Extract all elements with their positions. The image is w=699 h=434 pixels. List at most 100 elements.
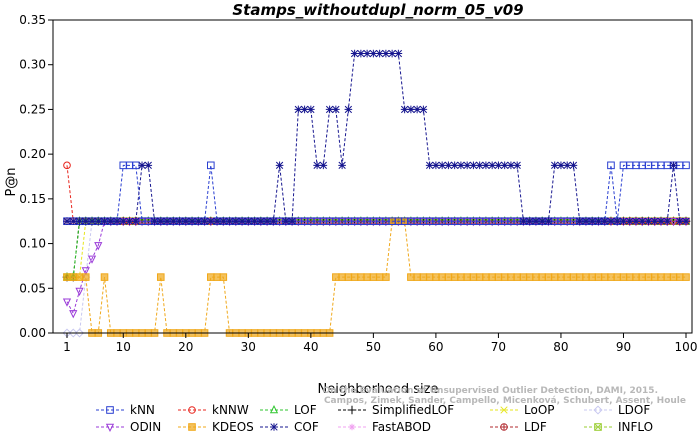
data-point-cof	[657, 217, 665, 226]
data-point-lof	[325, 216, 334, 225]
data-point-kdeos	[550, 273, 559, 281]
data-point-kdeos	[438, 273, 446, 281]
data-point-odin	[450, 218, 459, 227]
data-point-cof	[163, 217, 171, 226]
plot-frame	[52, 19, 693, 334]
legend-label: LDOF	[618, 403, 650, 417]
data-point-odin	[513, 218, 522, 227]
data-point-cof	[619, 217, 628, 226]
data-point-kdeos	[350, 273, 359, 281]
data-point-cof	[450, 161, 459, 170]
legend-marker	[348, 423, 356, 431]
data-point-odin	[331, 218, 340, 227]
data-point-kdeos	[357, 273, 365, 281]
data-point-lof	[419, 216, 428, 225]
data-point-odin	[475, 218, 484, 227]
data-point-cof	[432, 161, 440, 170]
data-point-kdeos	[588, 273, 597, 281]
data-point-cof	[650, 217, 659, 226]
data-point-cof	[363, 49, 371, 58]
data-point-cof	[563, 161, 572, 170]
data-point-cof	[382, 49, 390, 58]
data-point-cof	[625, 217, 634, 226]
data-point-lof	[369, 216, 378, 225]
y-tick-label: 0.05	[19, 281, 46, 295]
data-point-odin	[325, 218, 334, 227]
data-point-cof	[113, 217, 121, 226]
y-tick-label: 0.20	[19, 147, 46, 161]
data-point-kdeos	[663, 273, 672, 281]
data-point-cof	[375, 49, 384, 58]
legend-marker	[500, 423, 508, 431]
legend-label: INFLO	[618, 420, 653, 434]
data-point-cof	[457, 161, 465, 170]
data-point-kdeos	[432, 273, 440, 281]
data-point-cof	[544, 217, 553, 226]
data-point-cof	[69, 217, 78, 226]
data-point-kdeos	[382, 273, 390, 281]
legend-item-knnw: kNNW	[178, 403, 249, 417]
data-point-lof	[550, 216, 559, 225]
watermark-line-authors: Campos, Zimek, Sander, Campello, Micenko…	[324, 396, 686, 406]
data-point-kdeos	[413, 273, 421, 281]
legend-label: kNNW	[212, 403, 249, 417]
data-point-kdeos	[363, 273, 371, 281]
data-point-kdeos	[669, 273, 678, 281]
data-point-lof	[356, 216, 365, 225]
data-point-odin	[419, 218, 428, 227]
data-point-cof	[538, 217, 546, 226]
chart-title: Stamps_withoutdupl_norm_05_v09	[232, 1, 523, 19]
data-point-kdeos	[607, 273, 615, 281]
data-point-cof	[682, 217, 690, 226]
data-point-kdeos	[507, 273, 515, 281]
data-point-cof	[482, 161, 490, 170]
legend-item-ldof: LDOF	[584, 403, 650, 417]
data-point-cof	[419, 105, 428, 114]
data-point-odin	[488, 218, 497, 227]
data-point-kdeos	[525, 273, 534, 281]
data-point-kdeos	[575, 273, 584, 281]
legend-marker	[594, 423, 602, 431]
data-point-odin	[144, 218, 153, 227]
data-point-kdeos	[675, 273, 684, 281]
data-point-lof	[375, 216, 384, 225]
data-point-kdeos	[657, 273, 665, 281]
data-point-cof	[325, 105, 334, 114]
data-point-cof	[169, 217, 178, 226]
data-point-odin	[500, 218, 509, 227]
data-point-odin	[75, 287, 84, 296]
data-point-cof	[156, 217, 165, 226]
data-point-odin	[312, 218, 322, 227]
data-point-kdeos	[332, 273, 340, 281]
y-tick-label: 0.25	[19, 102, 46, 116]
data-point-cof	[275, 161, 284, 170]
data-point-cof	[394, 49, 403, 58]
data-point-cof	[294, 105, 303, 114]
x-tick-label: 50	[366, 340, 381, 354]
data-point-odin	[569, 218, 578, 227]
series-line-cof	[67, 53, 686, 222]
data-point-kdeos	[488, 273, 496, 281]
data-point-cof	[607, 217, 615, 226]
data-point-odin	[300, 218, 309, 227]
data-point-odin	[363, 218, 372, 227]
series-line-simplifiedlof	[67, 220, 686, 278]
data-point-odin	[431, 218, 441, 227]
data-point-lof	[563, 216, 572, 225]
data-point-cof	[507, 161, 515, 170]
data-point-cof	[207, 217, 215, 226]
data-point-kdeos	[594, 273, 603, 281]
data-point-odin	[463, 218, 472, 227]
data-point-odin	[425, 218, 434, 227]
x-tick-label: 30	[241, 340, 256, 354]
data-point-lof	[338, 216, 347, 225]
data-point-lof	[469, 216, 478, 225]
data-point-kdeos	[513, 273, 521, 281]
data-point-cof	[219, 217, 228, 226]
legend-marker	[269, 404, 279, 414]
data-point-lof	[294, 216, 303, 225]
data-point-lof	[275, 216, 284, 225]
series-loop	[63, 217, 690, 281]
series-inflo	[63, 217, 690, 281]
data-point-odin	[375, 218, 384, 227]
